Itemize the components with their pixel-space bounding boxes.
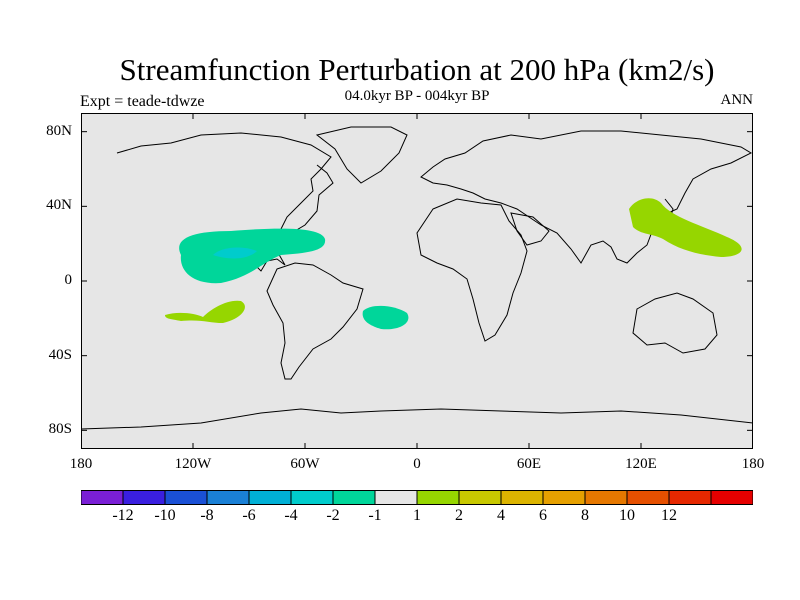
- lon-tick-label: 120E: [625, 456, 657, 472]
- map-background: [81, 113, 753, 449]
- season-label: ANN: [720, 92, 754, 108]
- colorbar-label: -2: [326, 507, 340, 524]
- lon-tick-label: 60E: [516, 456, 542, 472]
- colorbar-swatch: [500, 490, 544, 505]
- colorbar-swatch: [710, 490, 753, 505]
- colorbar-label: 8: [581, 507, 589, 524]
- negative-anomaly-core: [213, 247, 257, 259]
- colorbar-swatch: [458, 490, 502, 505]
- colorbar-swatch: [290, 490, 334, 505]
- lon-tick-label: 180: [69, 456, 93, 472]
- lat-tick-label: 80S: [48, 421, 72, 438]
- lon-tick-label: 180: [741, 456, 765, 472]
- lon-tick-label: 60W: [290, 456, 320, 472]
- coastline-australia: [632, 292, 718, 354]
- coastline-greenland: [315, 126, 408, 184]
- colorbar-label: -10: [154, 507, 176, 524]
- coastline-south-america: [266, 262, 364, 380]
- plot-title: Streamfunction Perturbation at 200 hPa (…: [119, 52, 715, 87]
- colorbar-swatch: [248, 490, 292, 505]
- negative-anomaly-atlantic: [179, 228, 326, 284]
- colorbar-swatch: [416, 490, 460, 505]
- colorbar-swatch: [542, 490, 586, 505]
- colorbar-swatch: [81, 490, 124, 505]
- negative-anomaly-south-atlantic: [362, 305, 409, 330]
- colorbar-swatch: [164, 490, 208, 505]
- colorbar-label: -4: [284, 507, 298, 524]
- lat-tick-label: 40N: [46, 197, 72, 214]
- colorbar-swatch: [584, 490, 628, 505]
- lat-tick-label: 40S: [48, 346, 72, 363]
- colorbar-swatch: [206, 490, 250, 505]
- map-ticks: [81, 113, 753, 449]
- colorbar-label: -12: [112, 507, 134, 524]
- world-map: [81, 113, 753, 449]
- colorbar-label: 10: [619, 507, 635, 524]
- colorbar-label: 1: [413, 507, 421, 524]
- period-label: 04.0kyr BP - 004kyr BP: [344, 88, 490, 104]
- colorbar: [81, 490, 753, 505]
- coastline-antarctica: [81, 408, 753, 430]
- colorbar-swatch: [122, 490, 166, 505]
- colorbar-swatch: [374, 490, 418, 505]
- colorbar-label: 6: [539, 507, 547, 524]
- colorbar-label: 2: [455, 507, 463, 524]
- colorbar-swatch: [626, 490, 670, 505]
- colorbar-swatch: [332, 490, 376, 505]
- lon-tick-label: 0: [413, 456, 421, 472]
- lat-tick-label: 0: [64, 272, 73, 288]
- coastline-arabia: [510, 212, 550, 246]
- colorbar-label: -6: [242, 507, 256, 524]
- colorbar-label: -8: [200, 507, 214, 524]
- positive-anomaly-south-pacific: [165, 300, 245, 323]
- colorbar-label: 12: [661, 507, 677, 524]
- colorbar-label: -1: [368, 507, 382, 524]
- colorbar-label: 4: [497, 507, 505, 524]
- colorbar-swatch: [668, 490, 712, 505]
- coastline-eurasia: [420, 130, 753, 264]
- coastline-africa: [416, 198, 528, 342]
- lat-tick-label: 80N: [46, 122, 72, 139]
- experiment-label: Expt = teade-tdwze: [80, 93, 205, 110]
- lon-tick-label: 120W: [174, 456, 212, 472]
- positive-anomaly-west-pacific: [629, 198, 742, 257]
- anomaly-fills: [165, 198, 742, 330]
